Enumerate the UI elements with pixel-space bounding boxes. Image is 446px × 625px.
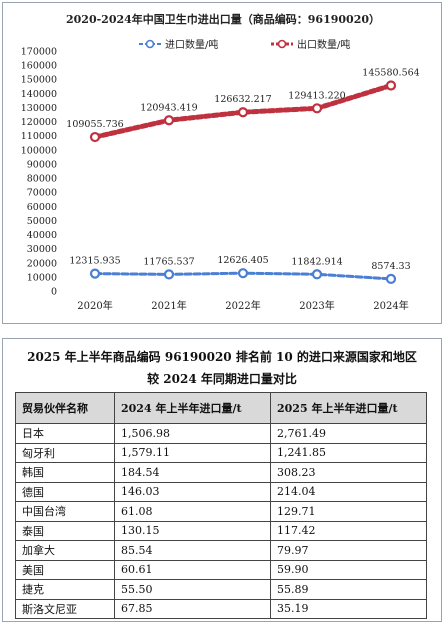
table-row: 日本 1,506.98 2,761.49: [15, 423, 427, 444]
y-tick-label: 70000: [27, 188, 57, 199]
data-label: 12626.405: [217, 255, 268, 266]
table-row: 斯洛文尼亚 67.85 35.19: [15, 598, 427, 619]
cell-2025: 35.19: [270, 598, 427, 619]
data-point: [163, 115, 175, 126]
legend-marker-0: [145, 39, 155, 49]
data-label: 8574.33: [371, 261, 410, 272]
y-tick-label: 130000: [21, 103, 57, 114]
cell-2024: 130.15: [114, 520, 271, 541]
cell-partner: 德国: [15, 481, 115, 502]
cell-2024: 1,506.98: [114, 423, 271, 444]
cell-2024: 61.08: [114, 501, 271, 522]
y-tick-label: 110000: [21, 131, 57, 142]
cell-partner: 日本: [15, 423, 115, 444]
cell-2024: 184.54: [114, 462, 271, 483]
y-tick-label: 100000: [21, 145, 57, 156]
line-chart-panel: 2020-2024年中国卫生巾进出口量（商品编码：96190020） 进口数量/吨…: [2, 2, 442, 324]
data-point: [385, 273, 397, 284]
y-tick-label: 40000: [27, 230, 57, 241]
cell-2025: 79.97: [270, 540, 427, 561]
cell-partner: 加拿大: [15, 540, 115, 561]
data-label: 11765.537: [143, 256, 194, 267]
table-row: 加拿大 85.54 79.97: [15, 540, 427, 561]
cell-partner: 中国台湾: [15, 501, 115, 522]
y-tick-label: 170000: [21, 47, 57, 58]
cell-2024: 1,579.11: [114, 442, 271, 463]
cell-partner: 捷克: [15, 579, 115, 600]
data-label: 145580.564: [362, 67, 419, 78]
table-row: 泰国 130.15 117.42: [15, 520, 427, 541]
y-tick-label: 120000: [21, 117, 57, 128]
y-tick-label: 10000: [27, 272, 57, 283]
cell-2025: 1,241.85: [270, 442, 427, 463]
data-point: [89, 268, 101, 279]
table-row: 匈牙利 1,579.11 1,241.85: [15, 442, 427, 463]
data-label: 11842.914: [291, 256, 342, 267]
y-tick-label: 150000: [21, 75, 57, 86]
cell-2024: 55.50: [114, 579, 271, 600]
cell-partner: 泰国: [15, 520, 115, 541]
data-point: [89, 131, 101, 143]
line-chart: 2020-2024年中国卫生巾进出口量（商品编码：96190020） 进口数量/吨…: [21, 12, 420, 312]
table-header-row: 贸易伙伴名称 2024 年上半年进口量/t 2025 年上半年进口量/t: [15, 392, 427, 424]
cell-2025: 129.71: [270, 501, 427, 522]
cell-2024: 67.85: [114, 598, 271, 619]
data-label: 120943.419: [140, 102, 197, 113]
data-label: 126632.217: [214, 94, 271, 105]
cell-2025: 2,761.49: [270, 423, 427, 444]
legend-label-0: 进口数量/吨: [165, 38, 218, 51]
legend-marker-1: [277, 39, 287, 49]
x-tick-label: 2023年: [299, 299, 334, 312]
data-label: 109055.736: [66, 119, 123, 130]
cell-partner: 斯洛文尼亚: [15, 598, 115, 619]
header-2025: 2025 年上半年进口量/t: [270, 392, 427, 424]
y-tick-label: 140000: [21, 89, 57, 100]
header-2024: 2024 年上半年进口量/t: [114, 392, 271, 424]
data-point: [311, 103, 323, 114]
data-point: [385, 80, 397, 91]
import-comparison-table: 贸易伙伴名称 2024 年上半年进口量/t 2025 年上半年进口量/t 日本 1…: [15, 392, 427, 619]
y-tick-label: 160000: [21, 61, 57, 72]
cell-2024: 60.61: [114, 559, 271, 580]
y-tick-label: 0: [51, 287, 57, 298]
data-point: [237, 107, 249, 118]
data-point: [163, 269, 175, 280]
table-title: 2025 年上半年商品编码 96190020 排名前 10 的进口来源国家和地区: [27, 350, 417, 364]
table-row: 捷克 55.50 55.89: [15, 579, 427, 600]
cell-2024: 146.03: [114, 481, 271, 502]
table-subtitle: 较 2024 年同期进口量对比: [147, 372, 297, 386]
cell-2025: 214.04: [270, 481, 427, 502]
data-point: [237, 268, 249, 279]
header-partner: 贸易伙伴名称: [15, 392, 115, 424]
cell-2025: 308.23: [270, 462, 427, 483]
y-tick-label: 30000: [27, 244, 57, 255]
x-tick-label: 2020年: [77, 299, 112, 312]
table-row: 韩国 184.54 308.23: [15, 462, 427, 483]
y-tick-label: 60000: [27, 202, 57, 213]
y-tick-label: 50000: [27, 216, 57, 227]
x-tick-label: 2022年: [225, 299, 260, 312]
table-row: 德国 146.03 214.04: [15, 481, 427, 502]
cell-partner: 美国: [15, 559, 115, 580]
legend-label-1: 出口数量/吨: [297, 38, 350, 51]
x-tick-label: 2021年: [151, 299, 186, 312]
table-row: 中国台湾 61.08 129.71: [15, 501, 427, 522]
chart-title: 2020-2024年中国卫生巾进出口量（商品编码：96190020）: [66, 12, 380, 26]
import-table-panel: 2025 年上半年商品编码 96190020 排名前 10 的进口来源国家和地区…: [2, 338, 442, 622]
y-tick-label: 20000: [27, 258, 57, 269]
y-tick-label: 90000: [27, 159, 57, 170]
data-point: [311, 269, 323, 280]
data-label: 12315.935: [69, 256, 120, 267]
cell-2024: 85.54: [114, 540, 271, 561]
table-row: 美国 60.61 59.90: [15, 559, 427, 580]
cell-2025: 55.89: [270, 579, 427, 600]
x-tick-label: 2024年: [373, 299, 408, 312]
cell-2025: 59.90: [270, 559, 427, 580]
data-label: 129413.220: [288, 90, 345, 101]
cell-partner: 匈牙利: [15, 442, 115, 463]
y-tick-label: 80000: [27, 174, 57, 185]
cell-partner: 韩国: [15, 462, 115, 483]
cell-2025: 117.42: [270, 520, 427, 541]
